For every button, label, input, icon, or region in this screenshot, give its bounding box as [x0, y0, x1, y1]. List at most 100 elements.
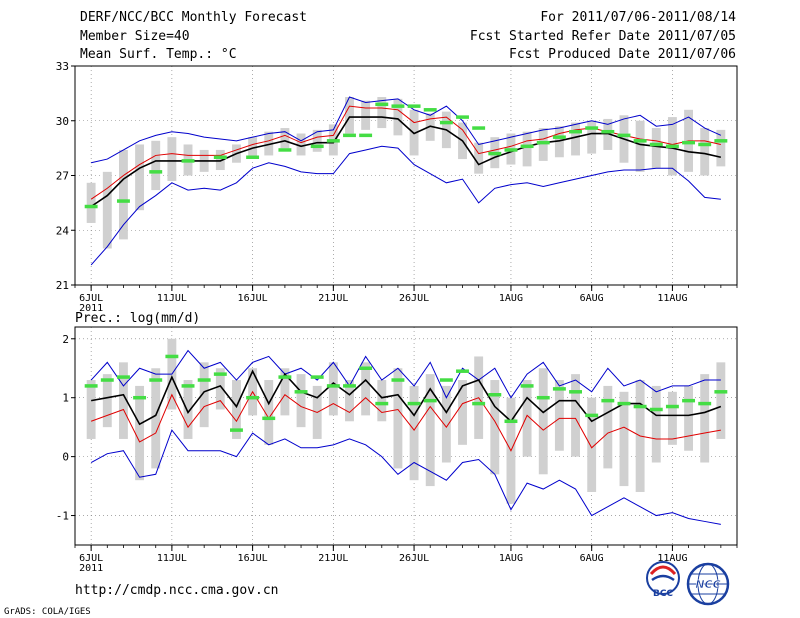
- bcc-logo-text: BCC: [653, 589, 673, 599]
- spread-box: [377, 380, 387, 422]
- spread-box: [458, 380, 467, 445]
- forecast-period: For 2011/07/06-2011/08/14: [540, 10, 736, 25]
- spread-box: [538, 368, 548, 475]
- forecast-started-date: Fcst Started Refer Date 2011/07/05: [469, 29, 736, 44]
- spread-box: [603, 118, 613, 150]
- plot-frame: [74, 326, 738, 546]
- y-tick-label: 1: [62, 392, 69, 405]
- x-tick-label: 11AUG: [657, 553, 687, 564]
- spread-box: [522, 131, 532, 167]
- y-tick-label: 33: [56, 60, 69, 73]
- spread-box: [635, 120, 645, 172]
- temperature-panel: 21 24 27 30 33 6JUL 11JUL 16JUL 21JUL 26JUL 1AUG 6A…: [56, 60, 738, 314]
- spread-box: [86, 182, 96, 223]
- spread-box: [619, 391, 629, 487]
- y-tick-label: 24: [56, 224, 70, 237]
- x-tick-label: 26JUL: [399, 293, 429, 304]
- y-tick-label: 2: [62, 333, 69, 346]
- spread-box: [361, 100, 371, 130]
- spread-box: [345, 380, 354, 422]
- spread-box: [264, 131, 274, 156]
- spread-box: [377, 97, 387, 129]
- year-label: 2011: [79, 563, 103, 574]
- x-tick-label: 6JUL: [79, 293, 103, 304]
- spread-box: [554, 126, 564, 158]
- spread-box: [248, 137, 258, 158]
- spread-box: [183, 380, 193, 439]
- x-tick-label: 11JUL: [157, 553, 187, 564]
- series-median-line: [90, 105, 721, 200]
- x-tick-label: 6AUG: [580, 293, 604, 304]
- spread-box: [700, 128, 710, 176]
- ncc-logo: NCC: [686, 562, 730, 606]
- y-tick-label: 27: [56, 170, 69, 183]
- series-max-line: [90, 349, 721, 399]
- spread-box: [474, 142, 484, 174]
- forecast-produced-date: Fcst Produced Date 2011/07/06: [509, 47, 736, 62]
- variable-label: Mean Surf. Temp.: °C: [80, 47, 237, 62]
- spread-box: [280, 368, 290, 416]
- grads-credit: GrADS: COLA/IGES: [4, 607, 91, 617]
- spread-box: [393, 368, 403, 469]
- spread-box: [425, 374, 435, 487]
- x-tick-label: 11AUG: [657, 293, 687, 304]
- series-mean-line: [91, 369, 722, 426]
- spread-box: [215, 149, 225, 171]
- spread-box: [151, 368, 161, 469]
- spread-box: [151, 140, 161, 191]
- spread-box: [102, 374, 112, 428]
- y-tick-label: 21: [56, 279, 69, 292]
- x-tick-label: 1AUG: [499, 553, 523, 564]
- bcc-logo: BCC: [646, 561, 680, 599]
- series-mean-line: [90, 116, 722, 208]
- spread-box: [490, 380, 500, 475]
- series-min-line: [90, 145, 721, 266]
- y-tick-label: -1: [56, 510, 69, 523]
- x-tick-label: 16JUL: [238, 553, 268, 564]
- spread-box: [700, 374, 710, 463]
- ncc-logo-text: NCC: [695, 578, 720, 591]
- spread-box: [167, 137, 177, 181]
- spread-box: [86, 380, 96, 439]
- spread-box: [296, 133, 306, 156]
- source-url[interactable]: http://cmdp.ncc.cma.gov.cn: [75, 583, 279, 598]
- spread-box: [264, 380, 274, 445]
- chart-title: DERF/NCC/BCC Monthly Forecast: [80, 10, 307, 25]
- year-label: 2011: [79, 303, 103, 314]
- spread-box: [102, 171, 112, 249]
- spread-box: [441, 385, 451, 463]
- series-median-line: [90, 390, 721, 452]
- spread-box: [571, 374, 580, 457]
- x-tick-label: 16JUL: [238, 293, 268, 304]
- x-tick-label: 6JUL: [79, 553, 103, 564]
- spread-box: [118, 362, 128, 439]
- x-tick-label: 11JUL: [157, 293, 187, 304]
- spread-box: [409, 385, 419, 481]
- spread-box: [232, 380, 241, 439]
- spread-box: [554, 380, 564, 451]
- spread-box: [651, 128, 661, 169]
- spread-box: [587, 397, 597, 492]
- spread-box: [425, 113, 435, 141]
- spread-box: [135, 385, 145, 481]
- spread-box: [135, 144, 145, 211]
- spread-box: [716, 362, 726, 439]
- spread-box: [118, 149, 128, 240]
- spread-box: [199, 362, 209, 428]
- spread-box: [522, 380, 532, 457]
- spread-box: [296, 374, 306, 428]
- y-tick-label: 0: [62, 451, 69, 464]
- spread-box: [667, 391, 677, 445]
- x-tick-label: 21JUL: [318, 293, 348, 304]
- spread-box: [280, 128, 290, 149]
- series-min-line: [90, 429, 721, 525]
- spread-box: [361, 362, 371, 416]
- spread-box: [215, 368, 225, 410]
- spread-box: [603, 385, 613, 469]
- series-max-line: [91, 96, 722, 164]
- spread-box: [587, 120, 597, 154]
- spread-box: [312, 129, 322, 152]
- spread-box: [538, 128, 548, 161]
